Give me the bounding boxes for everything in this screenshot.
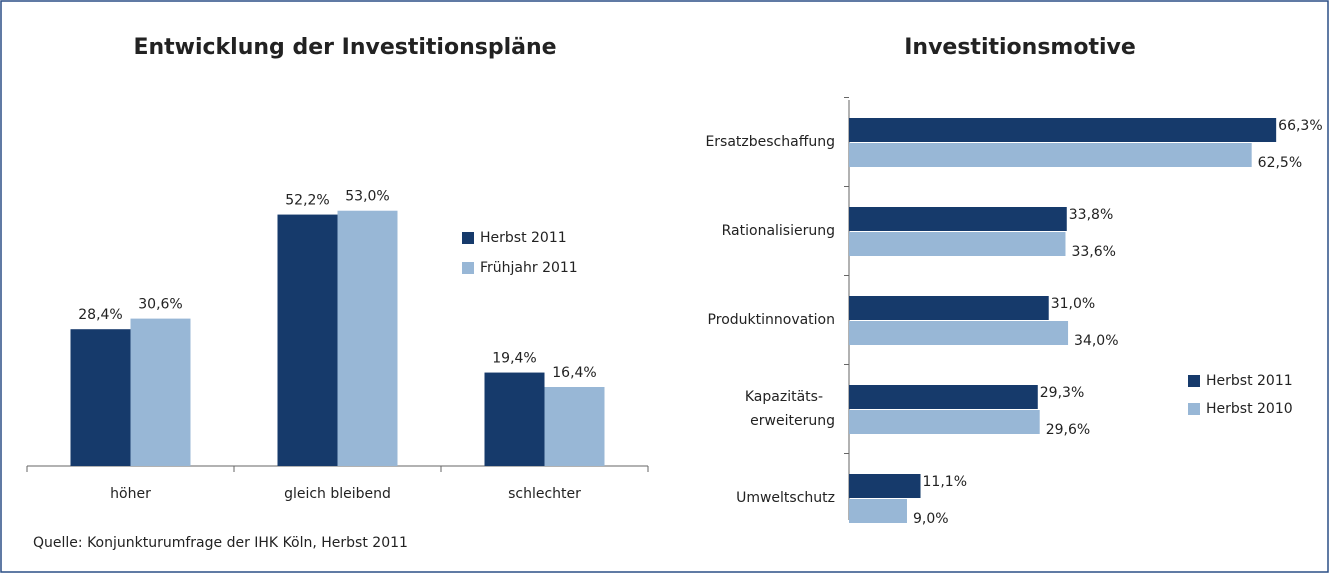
legend-swatch xyxy=(462,232,474,244)
legend-swatch xyxy=(1188,375,1200,387)
data-label: 52,2% xyxy=(285,193,329,209)
data-label: 9,0% xyxy=(913,511,949,527)
bar xyxy=(849,296,1049,320)
source-note: Quelle: Konjunkturumfrage der IHK Köln, … xyxy=(33,535,408,551)
legend-label: Herbst 2011 xyxy=(1206,373,1293,389)
x-tick-label: höher xyxy=(110,486,151,502)
bar xyxy=(849,499,907,523)
bar xyxy=(849,474,921,498)
y-tick-label: Rationalisierung xyxy=(722,223,835,239)
data-label: 34,0% xyxy=(1074,333,1118,349)
y-tick-label: Umweltschutz xyxy=(736,490,835,506)
bar xyxy=(849,410,1040,434)
data-label: 28,4% xyxy=(78,307,122,323)
data-label: 16,4% xyxy=(552,365,596,381)
data-label: 30,6% xyxy=(138,297,182,313)
legend-swatch xyxy=(462,262,474,274)
bar xyxy=(70,329,131,466)
legend-label: Herbst 2011 xyxy=(480,230,567,246)
data-label: 29,3% xyxy=(1040,385,1084,401)
y-tick-label: Produktinnovation xyxy=(708,312,835,328)
x-tick-label: gleich bleibend xyxy=(284,486,391,502)
bar xyxy=(849,232,1066,256)
legend-label: Frühjahr 2011 xyxy=(480,260,578,276)
bar xyxy=(849,143,1252,167)
data-label: 53,0% xyxy=(345,189,389,205)
data-label: 11,1% xyxy=(923,474,967,490)
chart-title: Entwicklung der Investitionspläne xyxy=(133,35,556,60)
data-label: 33,8% xyxy=(1069,207,1113,223)
bar xyxy=(544,387,605,466)
bar xyxy=(849,321,1069,345)
bar xyxy=(484,372,545,466)
data-label: 19,4% xyxy=(492,351,536,367)
bar xyxy=(277,214,338,466)
legend-label: Herbst 2010 xyxy=(1206,401,1293,417)
legend-swatch xyxy=(1188,403,1200,415)
bar xyxy=(130,318,191,466)
y-tick-label: Ersatzbeschaffung xyxy=(705,134,835,150)
chart-title: Investitionsmotive xyxy=(904,35,1136,60)
data-label: 33,6% xyxy=(1071,244,1115,260)
data-label: 66,3% xyxy=(1278,118,1322,134)
bar xyxy=(849,118,1277,142)
bar xyxy=(337,210,398,466)
data-label: 31,0% xyxy=(1051,296,1095,312)
y-tick-label: Kapazitäts-erweiterung xyxy=(745,389,835,429)
data-label: 29,6% xyxy=(1046,422,1090,438)
x-tick-label: schlechter xyxy=(508,486,581,502)
bar xyxy=(849,207,1067,231)
data-label: 62,5% xyxy=(1258,155,1302,171)
bar xyxy=(849,385,1038,409)
